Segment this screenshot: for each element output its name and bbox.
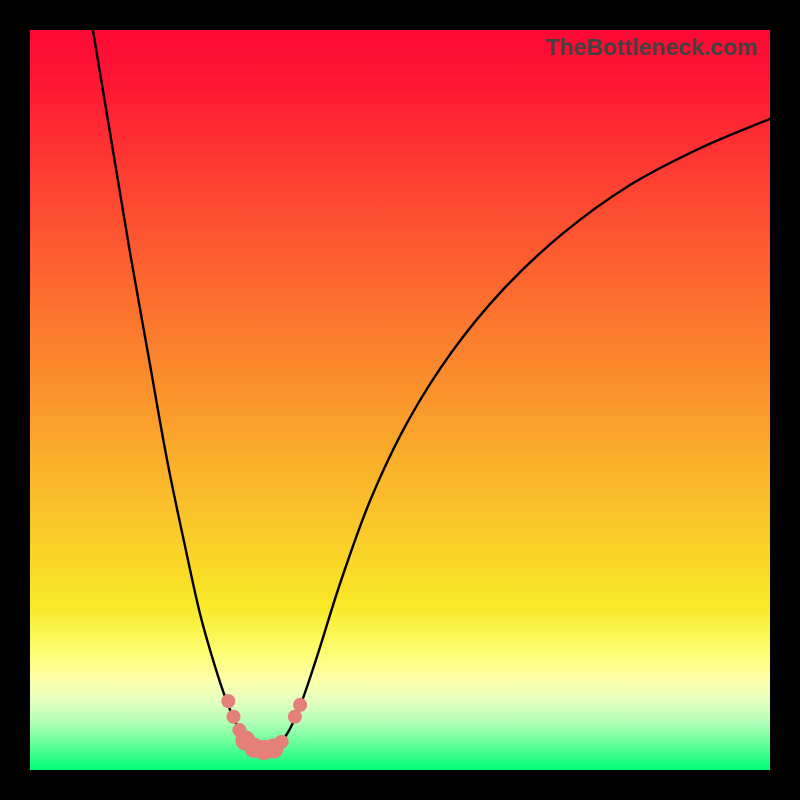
watermark-text: TheBottleneck.com — [546, 34, 758, 61]
curve-marker — [227, 710, 240, 723]
chart-frame: TheBottleneck.com — [0, 0, 800, 800]
bottleneck-chart — [30, 30, 770, 770]
curve-marker — [275, 735, 288, 748]
curve-marker — [222, 695, 235, 708]
curve-marker — [288, 710, 301, 723]
gradient-background — [30, 30, 770, 770]
curve-marker — [294, 698, 307, 711]
